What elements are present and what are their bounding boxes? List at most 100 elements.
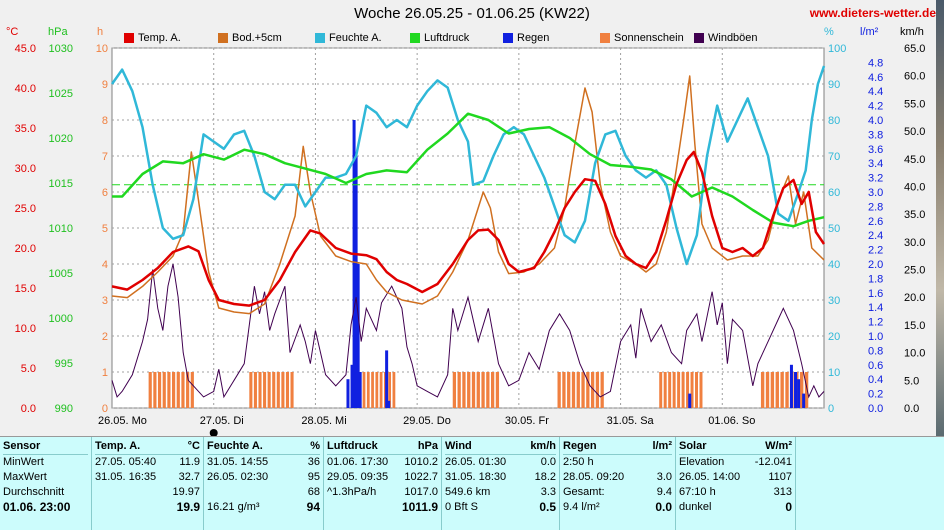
col-rain: Regen l/m² 2:50 h 28.05. 09:20 3.0 Gesamt:… <box>560 437 676 530</box>
tick-label-wind_kmh: 25.0 <box>904 265 925 277</box>
sunshine-bar <box>267 372 271 408</box>
legend-swatch <box>124 33 134 43</box>
sunshine-bar <box>581 372 585 408</box>
tick-label-temp_c: 45.0 <box>15 43 36 55</box>
col-pressure-header: Luftdruck <box>327 440 378 452</box>
wind-max-time: 31.05. 18:30 <box>445 471 507 483</box>
col-temp-unit: °C <box>187 440 200 452</box>
humidity-avg-value: 68 <box>307 486 320 498</box>
wind-min-value: 0.0 <box>540 456 556 468</box>
sunshine-bar <box>258 372 262 408</box>
tick-label-sunshine_h: 4 <box>102 259 108 271</box>
tick-label-humidity_pct: 50 <box>828 223 840 235</box>
legend-label: Windböen <box>708 32 758 44</box>
humidity-max-time: 26.05. 02:30 <box>207 471 269 483</box>
sunshine-bar <box>366 372 370 408</box>
tick-label-rain_lm2: 2.0 <box>868 259 883 271</box>
sunshine-bar <box>775 372 779 408</box>
solar-max-time: 26.05. 14:00 <box>679 471 741 483</box>
sunshine-bar <box>362 372 366 408</box>
tick-label-rain_lm2: 2.2 <box>868 245 883 257</box>
sunshine-bar <box>176 372 180 408</box>
rain-duration: 2:50 h <box>563 456 594 468</box>
tick-label-rain_lm2: 1.4 <box>868 302 883 314</box>
sunshine-bar <box>481 372 485 408</box>
tick-label-rain_lm2: 1.6 <box>868 288 883 300</box>
sunshine-bar <box>567 372 571 408</box>
sunshine-bar <box>157 372 162 408</box>
sunshine-bar <box>562 372 566 408</box>
humidity-current-value: 94 <box>306 500 320 514</box>
legend-label: Bod.+5cm <box>232 32 282 44</box>
weather-chart: 0.05.010.015.020.025.030.035.040.045.099… <box>15 43 925 436</box>
pressure-max-time: 29.05. 09:35 <box>327 471 389 483</box>
col-sensor-header: Sensor <box>3 440 41 452</box>
legend-item-regen: Regen <box>503 32 549 44</box>
tick-label-rain_lm2: 3.0 <box>868 187 883 199</box>
tick-label-pressure_hpa: 1015 <box>49 178 73 190</box>
tick-label-rain_lm2: 4.0 <box>868 115 883 127</box>
rain-bar <box>802 393 806 408</box>
sunshine-bar <box>668 372 672 408</box>
col-wind-unit: km/h <box>530 440 556 452</box>
rain-bar <box>350 364 354 408</box>
legend-item-sonnenschein: Sonnenschein <box>600 32 684 44</box>
tick-label-wind_kmh: 20.0 <box>904 292 925 304</box>
tick-label-temp_c: 5.0 <box>21 363 36 375</box>
temp-unit: °C <box>6 26 19 38</box>
tick-label-pressure_hpa: 1025 <box>49 88 73 100</box>
col-sensor: Sensor MinWert MaxWert Durchschnitt 01.0… <box>0 437 92 530</box>
sunshine-bar <box>392 372 396 408</box>
tick-label-humidity_pct: 30 <box>828 295 840 307</box>
pressure-min-value: 1010.2 <box>404 456 438 468</box>
sunshine-bar <box>457 372 461 408</box>
tick-label-rain_lm2: 3.4 <box>868 158 883 170</box>
legend-item-temp-a-: Temp. A. <box>124 32 181 44</box>
humidity-unit: % <box>824 26 834 38</box>
tick-label-temp_c: 40.0 <box>15 83 36 95</box>
site-url[interactable]: www.dieters-wetter.de <box>809 6 936 20</box>
sunshine-bar <box>780 372 784 408</box>
temp-min-value: 11.9 <box>179 456 200 468</box>
tick-label-wind_kmh: 35.0 <box>904 209 925 221</box>
row-durchschnitt-label: Durchschnitt <box>3 486 65 498</box>
sunshine-bar <box>148 372 152 408</box>
x-tick-label: 31.05. Sa <box>607 415 655 427</box>
tick-label-sunshine_h: 1 <box>102 367 108 379</box>
pressure-avg-value: 1017.0 <box>404 486 438 498</box>
tick-label-wind_kmh: 45.0 <box>904 154 925 166</box>
sunshine-bar <box>253 372 257 408</box>
sunshine-bar <box>462 372 466 408</box>
legend-label: Sonnenschein <box>614 32 684 44</box>
sunshine-bar <box>576 372 580 408</box>
tick-label-rain_lm2: 1.0 <box>868 331 883 343</box>
wind-max-value: 18.2 <box>534 471 556 483</box>
row-maxwert-label: MaxWert <box>3 471 47 483</box>
tick-label-rain_lm2: 1.2 <box>868 317 883 329</box>
tick-label-rain_lm2: 3.2 <box>868 173 883 185</box>
col-wind: Wind km/h 26.05. 01:30 0.0 31.05. 18:30 18.… <box>442 437 560 530</box>
tick-label-rain_lm2: 2.8 <box>868 201 883 213</box>
rain-bar <box>385 350 389 408</box>
rain-max-time: 28.05. 09:20 <box>563 471 625 483</box>
tick-label-rain_lm2: 4.8 <box>868 57 883 69</box>
sunshine-bar <box>272 372 276 408</box>
tick-label-pressure_hpa: 1030 <box>49 43 73 55</box>
rain-bar <box>356 264 360 408</box>
legend-swatch <box>694 33 704 43</box>
pressure-trend: ^1.3hPa/h <box>327 486 377 498</box>
sunshine-bar <box>172 372 176 408</box>
pressure-min-time: 01.06. 17:30 <box>327 456 389 468</box>
tick-label-pressure_hpa: 1010 <box>49 223 73 235</box>
tick-label-rain_lm2: 2.4 <box>868 230 883 242</box>
tick-label-humidity_pct: 10 <box>828 367 840 379</box>
sunshine-bar <box>190 372 194 408</box>
rain-bar <box>358 372 362 408</box>
sunshine-bar <box>590 372 595 408</box>
rain-current-note: 9.4 l/m² <box>563 501 600 513</box>
current-marker-icon <box>209 429 218 436</box>
tick-label-rain_lm2: 0.2 <box>868 389 883 401</box>
sunshine-bar <box>476 372 480 408</box>
legend-item-windb-en: Windböen <box>694 32 758 44</box>
sunshine-bar <box>486 372 490 408</box>
